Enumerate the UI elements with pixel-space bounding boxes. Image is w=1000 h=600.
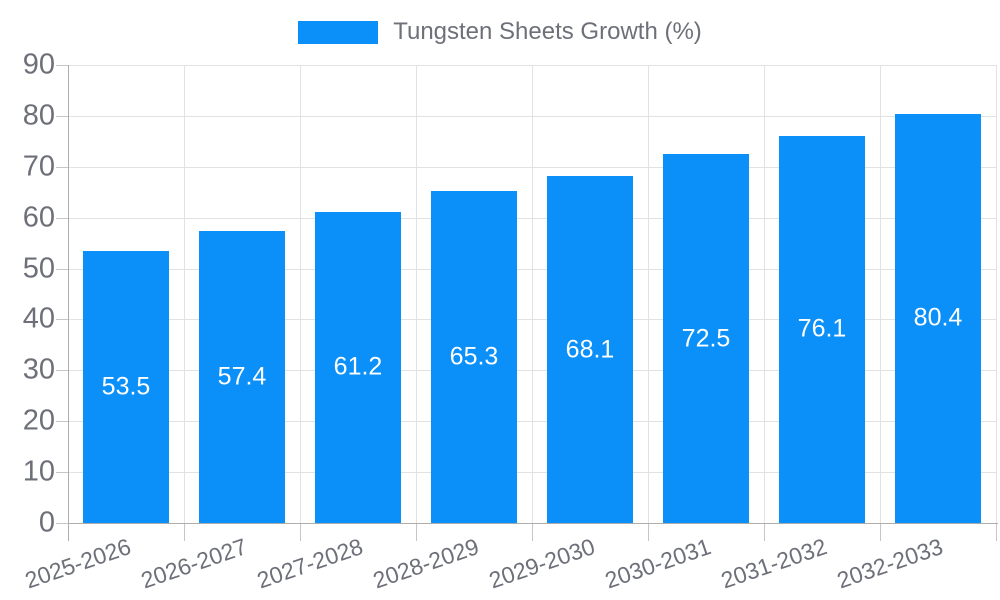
x-axis-label: 2030-2031: [601, 533, 715, 594]
x-axis-tick: [184, 523, 185, 541]
x-axis-tick: [996, 523, 997, 541]
bar-value-label: 72.5: [681, 324, 731, 353]
x-axis-tick: [532, 523, 533, 541]
y-axis-tick: [56, 421, 68, 423]
y-axis-tick: [56, 268, 68, 270]
bar-value-label: 76.1: [797, 314, 847, 343]
y-axis-line: [68, 65, 69, 541]
legend-swatch: [298, 20, 379, 44]
bar[interactable]: [895, 113, 981, 523]
v-gridline: [996, 65, 997, 523]
x-axis-tick: [416, 523, 417, 541]
x-axis-label: 2026-2027: [137, 533, 251, 594]
y-axis-label: 10: [22, 455, 55, 488]
bar-value-label: 65.3: [449, 342, 499, 371]
y-axis-label: 50: [22, 252, 55, 285]
y-axis-tick: [56, 319, 68, 321]
v-gridline: [184, 65, 185, 523]
y-axis-label: 30: [22, 353, 55, 386]
v-gridline: [764, 65, 765, 523]
v-gridline: [648, 65, 649, 523]
legend-label: Tungsten Sheets Growth (%): [393, 18, 702, 45]
y-axis-label: 40: [22, 302, 55, 335]
bar-value-label: 68.1: [565, 335, 615, 364]
x-axis-label: 2029-2030: [485, 533, 599, 594]
y-axis-tick: [56, 370, 68, 372]
v-gridline: [880, 65, 881, 523]
bar[interactable]: [663, 154, 749, 523]
bar[interactable]: [83, 250, 169, 523]
y-axis-tick: [56, 166, 68, 168]
y-axis-tick: [56, 65, 68, 66]
x-axis-label: 2027-2028: [253, 533, 367, 594]
x-axis-label: 2032-2033: [833, 533, 947, 594]
y-axis-label: 0: [38, 506, 55, 539]
x-axis-label: 2031-2032: [717, 533, 831, 594]
x-axis-label: 2025-2026: [21, 533, 135, 594]
y-axis-label: 70: [22, 150, 55, 183]
bar[interactable]: [315, 211, 401, 523]
x-axis-line: [68, 523, 998, 524]
y-axis-label: 20: [22, 404, 55, 437]
v-gridline: [416, 65, 417, 523]
x-axis-tick: [648, 523, 649, 541]
y-axis-label: 80: [22, 99, 55, 132]
y-axis-label: 90: [22, 48, 55, 81]
bar[interactable]: [779, 135, 865, 523]
bar-value-label: 53.5: [101, 372, 151, 401]
v-gridline: [300, 65, 301, 523]
y-axis-tick: [56, 115, 68, 117]
x-axis-tick: [300, 523, 301, 541]
legend-item[interactable]: Tungsten Sheets Growth (%): [0, 18, 1000, 46]
bar[interactable]: [547, 176, 633, 523]
y-axis-tick: [56, 523, 68, 524]
bar[interactable]: [431, 190, 517, 523]
x-axis-tick: [764, 523, 765, 541]
y-axis-label: 60: [22, 201, 55, 234]
y-axis-tick: [56, 217, 68, 219]
x-axis-label: 2028-2029: [369, 533, 483, 594]
y-axis-tick: [56, 472, 68, 474]
v-gridline: [532, 65, 533, 523]
bar-value-label: 80.4: [913, 303, 963, 332]
bar-value-label: 61.2: [333, 352, 383, 381]
x-axis-tick: [880, 523, 881, 541]
bar-value-label: 57.4: [217, 362, 267, 391]
bar[interactable]: [199, 230, 285, 523]
